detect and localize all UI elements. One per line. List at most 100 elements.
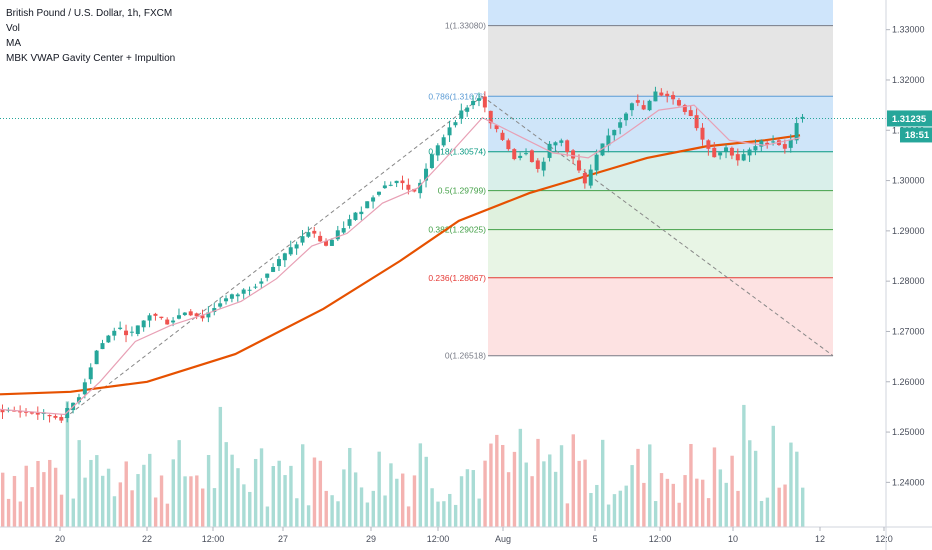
volume-bar (159, 475, 164, 527)
volume-bar (706, 498, 711, 527)
candle-body (118, 327, 123, 329)
volume-bar (77, 440, 81, 527)
candle-body (571, 150, 576, 159)
fib-label-0.382: 0.382(1.29025) (428, 225, 486, 235)
volume-bar (801, 487, 805, 527)
volume-bar (495, 434, 499, 527)
trend-line-down[interactable] (482, 95, 834, 357)
volume-bar (518, 428, 523, 527)
volume-bar (530, 476, 534, 527)
candle-body (24, 411, 29, 413)
candle-body (435, 145, 440, 156)
volume-bar (283, 475, 287, 527)
volume-bar (206, 454, 211, 527)
countdown-badge (900, 127, 932, 143)
volume-bar (189, 476, 193, 527)
candle-body (488, 110, 493, 124)
volume-bar (118, 482, 123, 527)
volume-bar (636, 448, 640, 527)
candle-body (741, 154, 746, 161)
candle-body (759, 140, 764, 147)
candle-body (324, 240, 329, 246)
candle-body (29, 412, 34, 414)
candle-body (665, 93, 670, 97)
candle-body (735, 154, 740, 161)
candle-body (718, 152, 723, 156)
x-tick-label: 20 (55, 534, 65, 544)
volume-bar (595, 484, 599, 527)
volume-bar (653, 501, 658, 527)
candle-body (682, 105, 687, 112)
volume-bar (136, 474, 140, 527)
candle-body (0, 409, 5, 413)
volume-bar (642, 482, 646, 527)
volume-bar (142, 464, 146, 527)
volume-bar (618, 490, 623, 527)
candle-body (418, 182, 423, 194)
candle-body (729, 147, 734, 156)
volume-bar (353, 472, 358, 527)
candle-body (347, 219, 352, 226)
volume-bar (418, 443, 423, 527)
candle-body (159, 316, 164, 319)
candle-body (541, 161, 546, 171)
volume-bar (701, 479, 705, 527)
candle-body (106, 335, 111, 343)
volume-bar (559, 445, 564, 527)
candle-body (265, 273, 270, 278)
candle-body (124, 330, 129, 336)
volume-bar (89, 459, 93, 527)
volume-bar (624, 485, 628, 527)
y-tick-label: 1.30000 (892, 176, 925, 186)
fib-zone-0.382 (488, 229, 833, 278)
x-tick-label: 10 (728, 534, 738, 544)
indicator-ma[interactable]: MA (6, 38, 21, 49)
candle-body (565, 140, 570, 152)
fib-zone-1 (488, 25, 833, 97)
candle-body (512, 149, 517, 160)
candle-body (312, 230, 317, 234)
indicator-vol[interactable]: Vol (6, 23, 20, 34)
volume-bar (459, 476, 464, 527)
volume-bar (683, 475, 687, 527)
fib-label-0.618: 0.618(1.30574) (428, 147, 486, 157)
candle-body (271, 267, 276, 272)
candle-body (618, 122, 623, 128)
candle-body (559, 140, 564, 143)
candle-body (424, 168, 429, 181)
candle-body (247, 289, 252, 291)
candle-body (671, 95, 676, 100)
volume-bar (565, 503, 570, 527)
volume-bar (371, 490, 375, 527)
volume-bar (571, 434, 575, 527)
trend-line-up[interactable] (64, 95, 483, 419)
volume-bar (65, 401, 70, 527)
candle-body (382, 185, 387, 189)
volume-bar (606, 504, 611, 527)
candle-body (482, 96, 487, 108)
candle-body (753, 146, 758, 151)
volume-bar (330, 495, 334, 527)
indicator-vwap[interactable]: MBK VWAP Gavity Center + Impultion (6, 53, 176, 64)
candle-body (629, 103, 634, 111)
candle-body (441, 137, 446, 146)
volume-bar (359, 487, 364, 527)
candle-body (476, 98, 481, 101)
volume-bar (236, 468, 240, 527)
y-tick-label: 1.32000 (892, 75, 925, 85)
candle-body (624, 113, 629, 121)
volume-bar (483, 460, 487, 527)
volume-bar (524, 462, 528, 527)
candle-body (359, 211, 364, 215)
candle-body (129, 331, 134, 333)
candle-body (153, 313, 158, 316)
candle-body (300, 236, 305, 243)
candle-body (635, 100, 640, 103)
candle-body (706, 140, 711, 149)
volume-bar (377, 451, 381, 527)
y-tick-label: 1.29000 (892, 226, 925, 236)
volume-bar (724, 482, 728, 527)
volume-bar (489, 443, 493, 527)
symbol-title: British Pound / U.S. Dollar, 1h, FXCM (6, 8, 173, 19)
